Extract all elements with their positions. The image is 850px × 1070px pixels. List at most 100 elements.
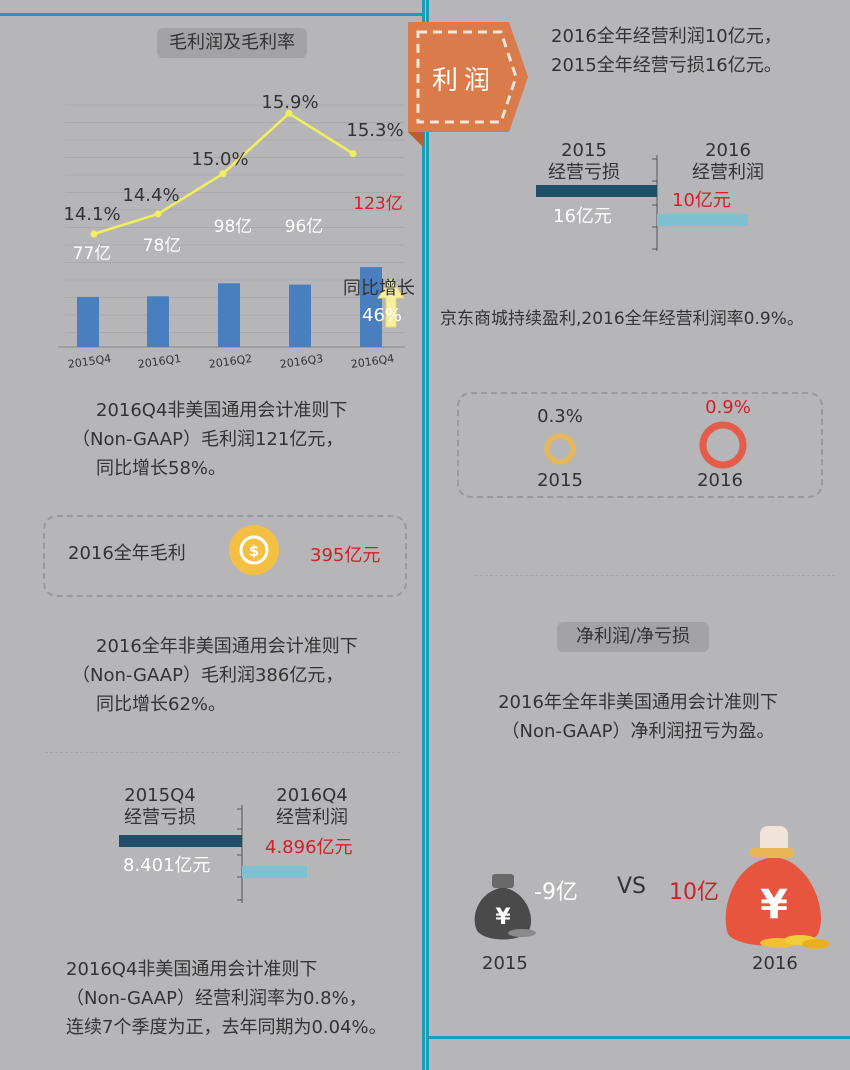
q4-gross-text: 2016Q4非美国通用会计准则下 （Non-GAAP）毛利润121亿元， 同比增… [72,396,412,483]
annual-loss-bar [536,185,657,197]
margin-point [349,150,357,158]
q4-operating-text: 2016Q4非美国通用会计准则下 （Non-GAAP）经营利润率为0.8%， 连… [66,955,416,1042]
net-profit-title: 净利润/净亏损 [557,622,709,652]
q4-loss-value: 8.401亿元 [123,855,211,876]
net-profit-line-1: 2016年全年非美国通用会计准则下 [498,692,778,713]
gross-profit-title: 毛利润及毛利率 [157,28,307,58]
q4-gross-line-3: 同比增长58%。 [96,458,227,479]
annual-right-title-year: 2016 [705,140,751,161]
margin-data-label: 14.4% [122,185,179,206]
annual-operating-line-1: 2016全年经营利润10亿元， [551,26,782,47]
annual-profit-bar [657,214,748,226]
bar-data-label: 123亿 [353,194,402,214]
q4-right-title-label: 经营利润 [276,807,348,828]
bar [289,284,311,347]
bar [147,296,169,347]
bar [360,267,382,347]
q4-operating-line-1: 2016Q4非美国通用会计准则下 [66,959,318,980]
vs-label: VS [617,874,647,899]
ring-2015-year: 2015 [537,470,583,491]
left-panel-border [422,0,425,1070]
q4-gross-line-2: （Non-GAAP）毛利润121亿元， [72,429,344,450]
q4-loss-bar [119,835,242,847]
margin-data-label: 15.3% [346,120,403,141]
bar-data-label: 98亿 [214,217,253,237]
annual-left-title-label: 经营亏损 [548,162,620,183]
mall-statement: 京东商城持续盈利,2016全年经营利润率0.9%。 [440,309,804,329]
left-divider [45,752,400,753]
margin-point [219,170,227,178]
ring-2016-value: 0.9% [705,397,751,418]
growth-arrow-icon [377,278,405,328]
annual-gross-box [43,515,407,597]
annual-right-title-label: 经营利润 [692,162,764,183]
dollar-coin-icon: $ [229,525,279,575]
bag-2015-year: 2015 [482,953,528,974]
q4-right-title-year: 2016Q4 [276,785,348,806]
chart-annotation-growth: 同比增长 [343,278,415,299]
bag-2016-year: 2016 [752,953,798,974]
top-border-left [0,13,425,16]
gross-profit-chart: 77亿 78亿 98亿 96亿 123亿 14.1%14.4% 15.0% 15.9% 15.3… [58,92,405,371]
net-profit-line-2: （Non-GAAP）净利润扭亏为盈。 [501,721,775,742]
category-tick-label: 2015Q4 [67,352,112,371]
right-panel-border [426,0,429,1070]
annual-left-title-year: 2015 [561,140,607,161]
ring-2015-value: 0.3% [537,406,583,427]
bottom-border-right [426,1036,850,1039]
q4-gross-line-1: 2016Q4非美国通用会计准则下 [96,400,348,421]
annual-gross-text: 2016全年非美国通用会计准则下 （Non-GAAP）毛利润386亿元， 同比增… [72,632,412,719]
category-tick-label: 2016Q2 [208,352,253,371]
annual-right-title: 2016 经营利润 [678,140,778,184]
category-tick-label: 2016Q3 [279,352,324,371]
category-tick-label: 2016Q4 [350,352,395,371]
net-profit-text: 2016年全年非美国通用会计准则下 （Non-GAAP）净利润扭亏为盈。 [458,688,818,746]
category-tick-label: 2016Q1 [137,352,182,371]
q4-operating-line-3: 连续7个季度为正，去年同期为0.04%。 [66,1017,387,1038]
q4-left-title-label: 经营亏损 [124,807,196,828]
margin-data-label: 14.1% [63,204,120,225]
margin-point [154,210,162,218]
bag-2015-value: -9亿 [534,880,578,905]
profit-badge [408,22,528,148]
q4-left-title: 2015Q4 经营亏损 [110,785,210,829]
q4-profit-bar [242,866,307,878]
annual-profit-value: 10亿元 [672,190,731,211]
annual-compare-bars [536,155,748,251]
large-money-bag-icon: ¥ [725,826,830,949]
annual-operating-text: 2016全年经营利润10亿元， 2015全年经营亏损16亿元。 [551,22,841,80]
svg-text:¥: ¥ [760,882,788,928]
bag-2016-value: 10亿 [669,880,719,905]
small-money-bag-icon: ¥ [474,874,536,940]
annual-gross-line-3: 同比增长62%。 [96,694,227,715]
ring-2015 [544,433,576,465]
right-divider [475,575,835,576]
ring-2016-year: 2016 [697,470,743,491]
bar [218,283,240,347]
q4-operating-line-2: （Non-GAAP）经营利润率为0.8%， [66,988,367,1009]
bar [77,296,99,347]
bar-data-label: 77亿 [73,244,112,264]
q4-profit-value: 4.896亿元 [265,837,353,858]
ring-2016 [699,421,747,469]
q4-left-title-year: 2015Q4 [124,785,196,806]
margin-point [90,230,98,238]
svg-text:$: $ [249,542,259,560]
annual-operating-line-2: 2015全年经营亏损16亿元。 [551,55,782,76]
margin-data-label: 15.0% [191,149,248,170]
annual-gross-value: 395亿元 [310,545,381,566]
margin-rings-box [457,392,823,498]
bar-data-label: 78亿 [143,236,182,256]
svg-text:¥: ¥ [495,905,511,930]
margin-data-label: 15.9% [261,92,318,113]
annual-gross-label: 2016全年毛利 [68,543,186,564]
annual-gross-line-2: （Non-GAAP）毛利润386亿元， [72,665,344,686]
margin-point [285,109,293,117]
q4-compare-bars [119,805,307,903]
annual-gross-line-1: 2016全年非美国通用会计准则下 [96,636,358,657]
bar-data-label: 96亿 [285,217,324,237]
annual-loss-value: 16亿元 [553,206,612,227]
chart-annotation-growth-value: 46% [362,305,403,326]
q4-right-title: 2016Q4 经营利润 [262,785,362,829]
annual-left-title: 2015 经营亏损 [534,140,634,184]
